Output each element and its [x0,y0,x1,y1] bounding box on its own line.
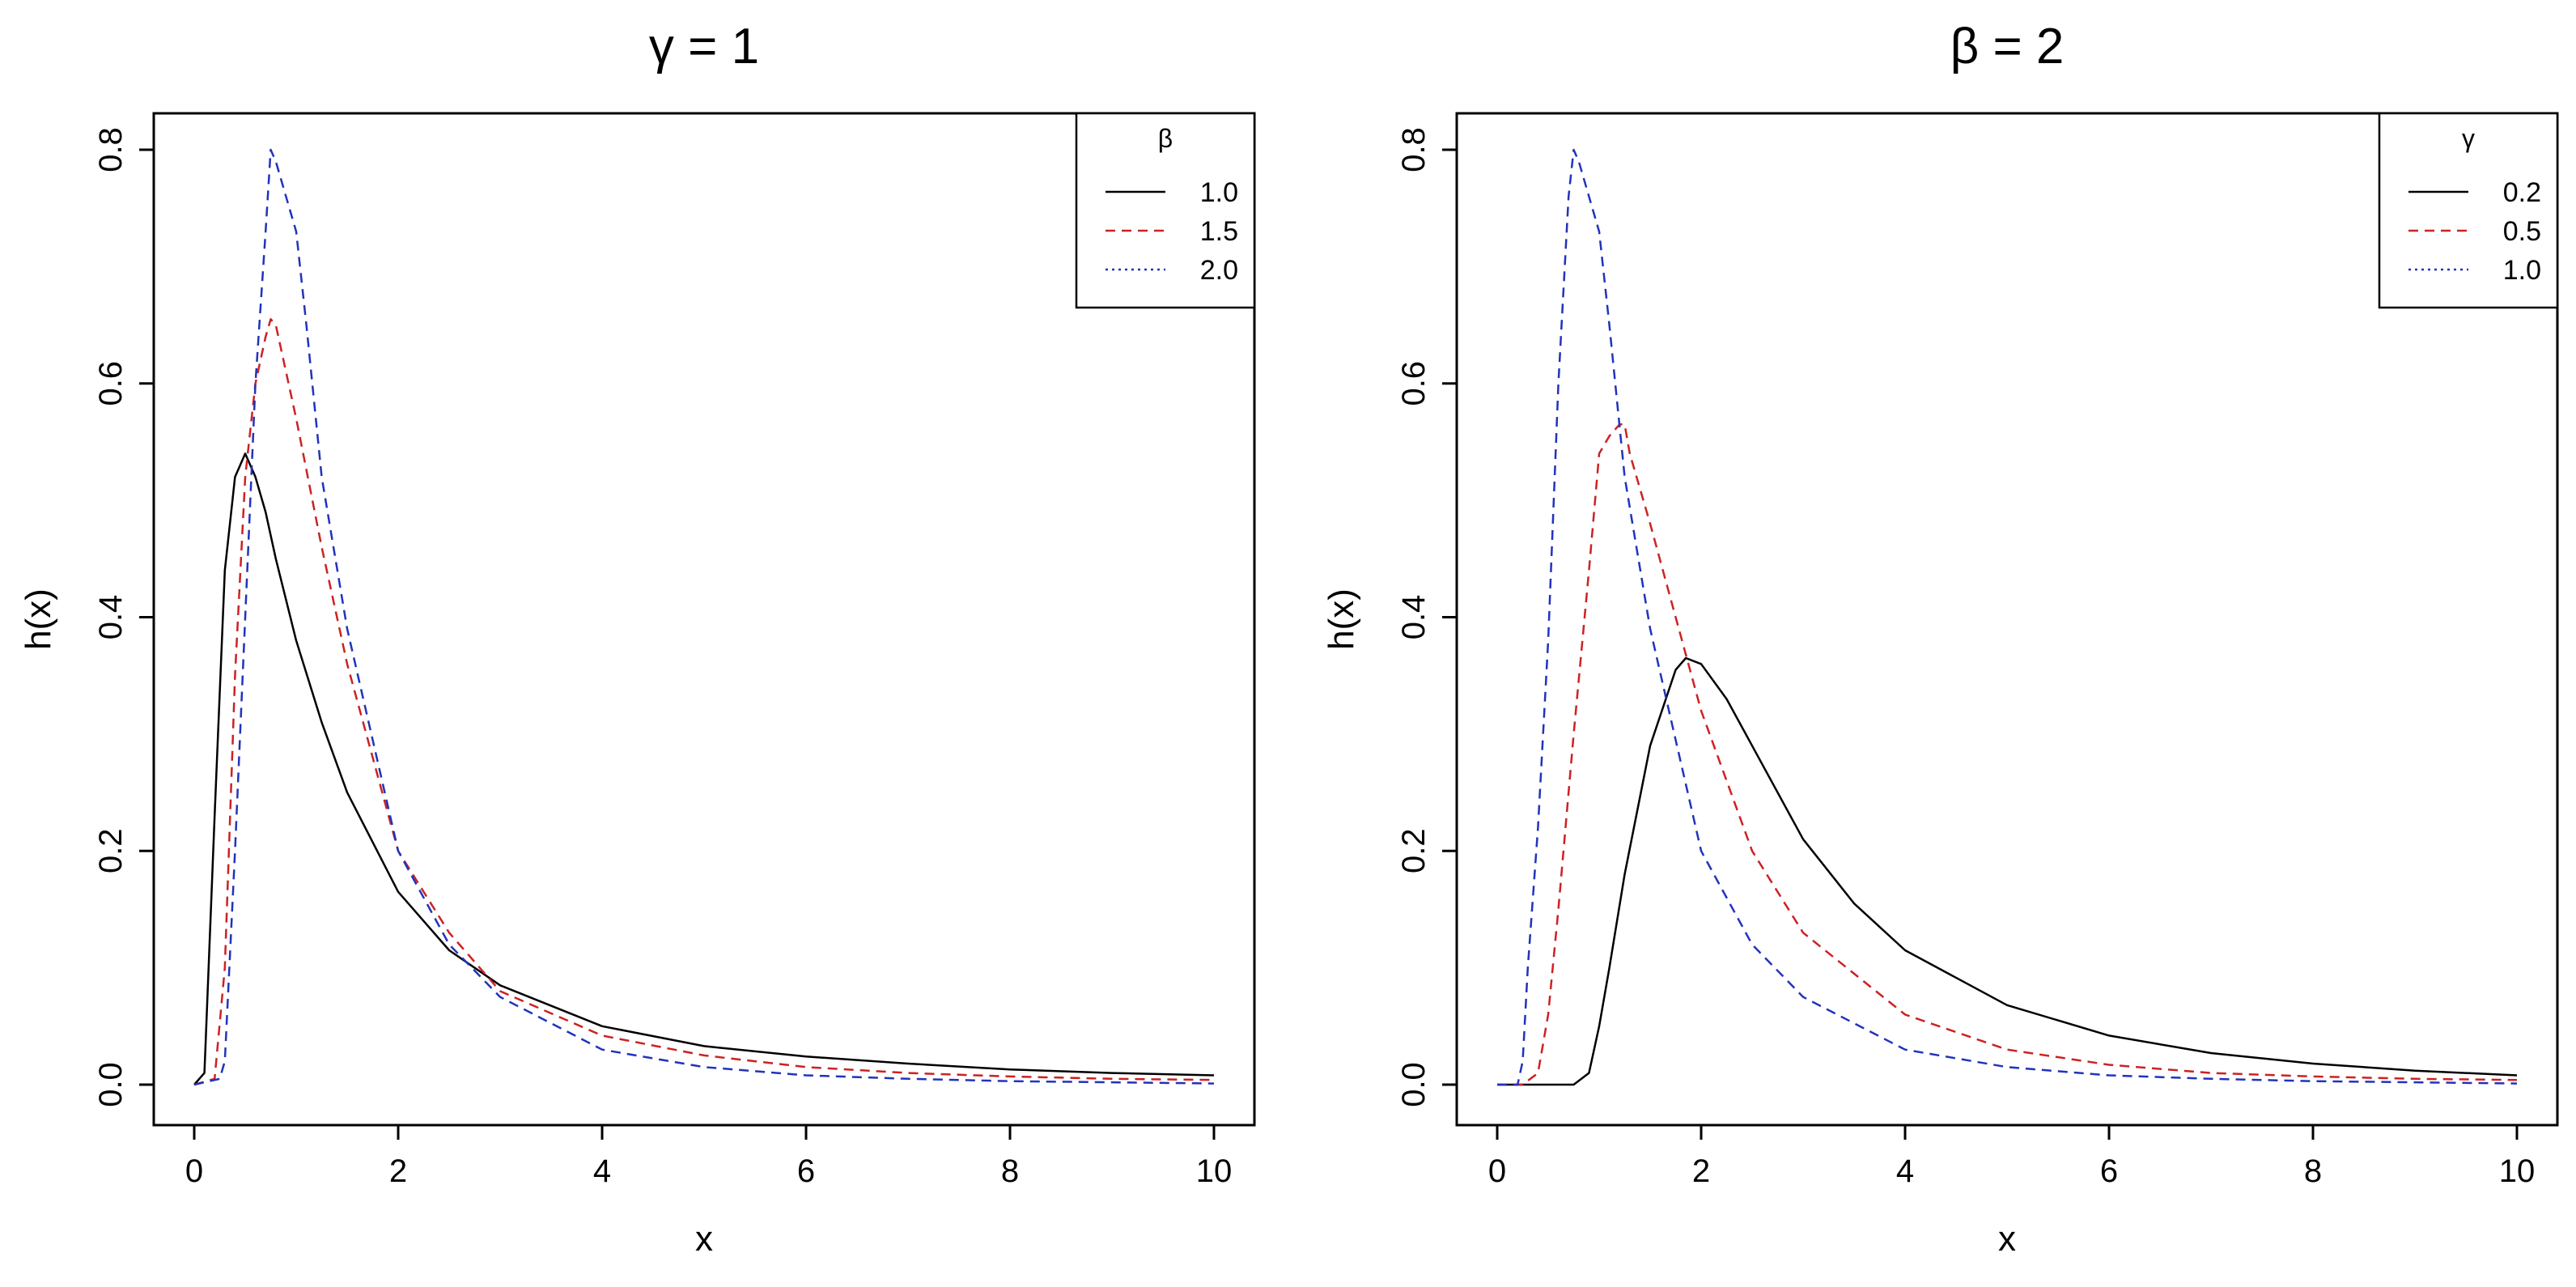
legend: γ 0.2 0.5 1.0 [2378,112,2559,309]
y-tick-label: 0.8 [93,127,129,172]
chart-title: γ = 1 [649,19,759,74]
legend-box [1075,112,1256,309]
series-line-0.2 [1497,656,2518,1086]
x-tick-label: 10 [1196,1153,1233,1189]
x-tick-label: 8 [2304,1153,2322,1189]
y-tick-label: 0.4 [1396,595,1432,640]
y-tick-label: 0.4 [93,595,129,640]
x-tick-label: 8 [1001,1153,1019,1189]
y-tick-label: 0.0 [1396,1062,1432,1107]
legend-box [2378,112,2559,309]
series-line-2.0 [193,148,1215,1086]
x-tick-label: 0 [1488,1153,1506,1189]
legend-label-2.0: 2.0 [1200,255,1238,286]
axis-ticks: 0 2 4 6 8 10 0.0 0.2 0.4 0.6 0.8 [93,127,1232,1189]
legend: β 1.0 1.5 2.0 [1075,112,1256,309]
y-tick-label: 0.6 [93,361,129,406]
legend-title: γ [2462,124,2475,153]
y-tick-label: 0.8 [1396,127,1432,172]
x-tick-label: 10 [2499,1153,2536,1189]
y-axis-label: h(x) [1322,588,1361,650]
x-axis-label: x [1998,1219,2016,1259]
legend-label-0.5: 0.5 [2503,216,2541,247]
chart-panel-beta-2: β = 2 x h(x) 0 2 4 6 8 10 0.0 0.2 0.4 0.6 0.8 γ 0.… [1322,19,2559,1259]
y-tick-label: 0.2 [93,828,129,873]
series-line-1.5 [193,318,1215,1086]
legend-label-1.5: 1.5 [1200,216,1238,247]
y-tick-label: 0.0 [93,1062,129,1107]
x-tick-label: 6 [797,1153,815,1189]
y-axis-label: h(x) [19,588,58,650]
x-tick-label: 4 [1896,1153,1914,1189]
series-line-1.0 [1497,148,2518,1086]
x-tick-label: 4 [593,1153,611,1189]
chart-title: β = 2 [1950,19,2065,74]
chart-panel-gamma-1: γ = 1 x h(x) 0 2 4 6 8 10 0.0 0.2 0.4 0.6 0.8 β 1.… [19,19,1256,1259]
series-layer [193,148,1215,1086]
legend-label-1.0: 1.0 [2503,255,2541,286]
x-axis-label: x [695,1219,713,1259]
x-tick-label: 0 [185,1153,203,1189]
x-tick-label: 2 [389,1153,407,1189]
series-layer [1497,148,2518,1086]
axis-ticks: 0 2 4 6 8 10 0.0 0.2 0.4 0.6 0.8 [1396,127,2535,1189]
legend-title: β [1158,124,1173,153]
series-line-0.5 [1497,423,2518,1086]
y-tick-label: 0.2 [1396,828,1432,873]
series-line-1.0 [193,452,1215,1085]
legend-label-0.2: 0.2 [2503,177,2541,208]
y-tick-label: 0.6 [1396,361,1432,406]
legend-label-1.0: 1.0 [1200,177,1238,208]
x-tick-label: 6 [2100,1153,2118,1189]
x-tick-label: 2 [1692,1153,1710,1189]
